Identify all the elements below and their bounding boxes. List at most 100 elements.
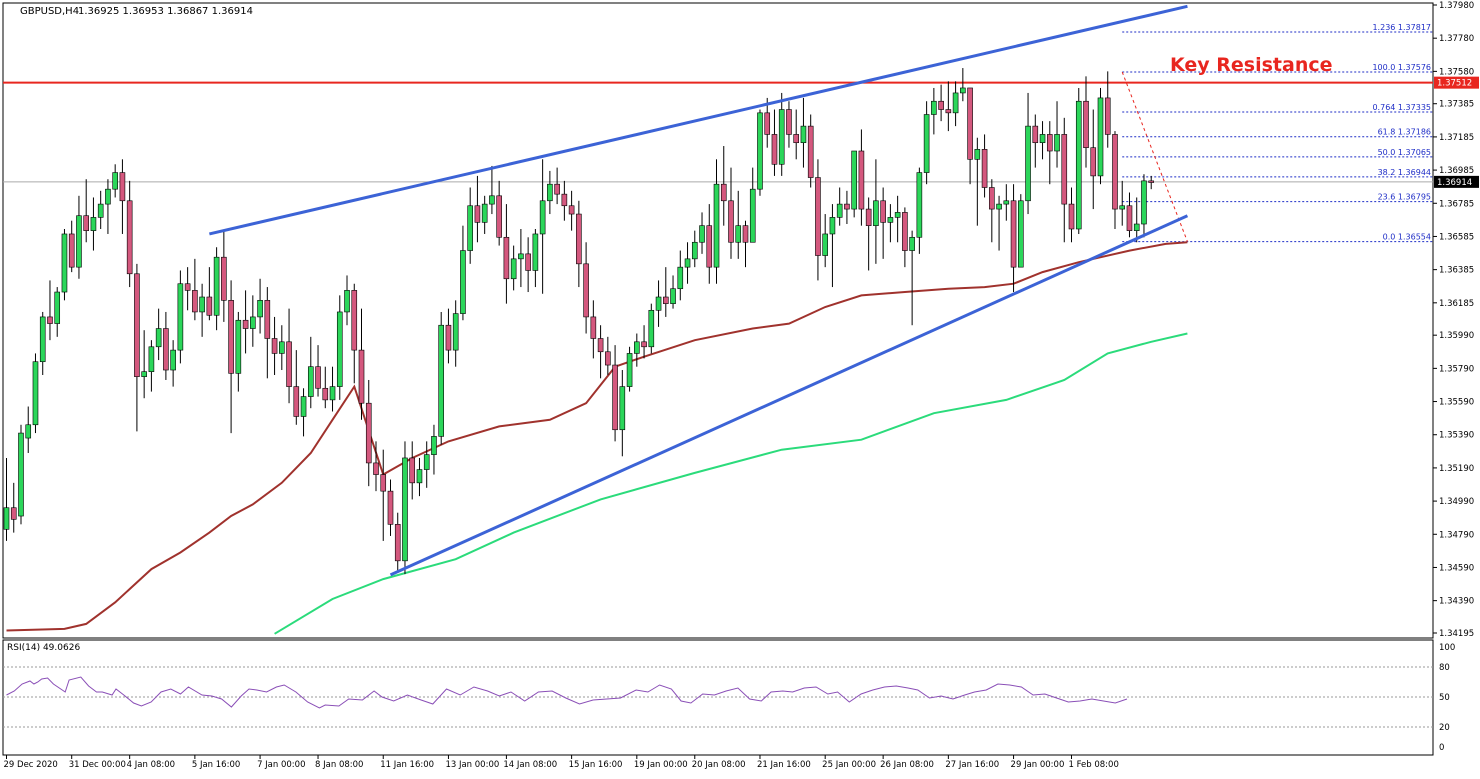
candle-body [76,215,82,268]
candle-body [97,203,104,218]
candle-body [39,316,46,363]
candle-body [315,366,321,389]
candle [902,207,908,268]
candle [996,195,1002,251]
candle-body [496,195,502,238]
key-resistance-price-label: 1.37512 [1437,79,1472,89]
candle-body [32,361,39,426]
candle [3,457,10,541]
candle [279,325,285,371]
candle-body [648,309,655,348]
candle [489,165,495,215]
candle-body [54,291,61,324]
candle [170,340,176,387]
time-tick-label: 5 Jan 16:00 [192,760,240,770]
candle [612,345,618,442]
candle [844,190,850,225]
candle-body [344,290,350,313]
rsi-tick-label: 100 [1439,643,1455,653]
candle [481,195,488,234]
candle [800,97,807,168]
candle [945,81,952,132]
candle-body [1104,97,1111,135]
candle [206,267,213,321]
candle [126,180,133,288]
candle [634,333,640,367]
candle-body [1061,134,1068,205]
candle-body [612,364,618,431]
candle [76,195,82,279]
candle-body [481,203,488,223]
price-pane: 1.236 1.37817 100.0 1.37576 0.764 1.37335 6… [2,2,1434,639]
rsi-tick-label: 80 [1439,663,1450,673]
candle [655,280,662,327]
candle [1025,92,1031,215]
candle [105,179,111,234]
candle [438,311,445,445]
candle-body [539,200,546,235]
candle-body [351,290,358,351]
candle-body [1141,180,1147,225]
candle-body [170,349,176,371]
candle [605,336,611,375]
price-tick-label: 1.34790 [1439,530,1474,540]
candle-body [1083,100,1089,148]
candle [561,180,568,221]
candle [1017,194,1024,268]
candle [409,441,416,500]
candle-body [387,490,394,525]
candle-body [554,183,560,195]
candle-body [815,177,821,256]
time-tick-label: 19 Jan 00:00 [634,760,688,770]
candle-body [909,236,915,251]
rsi-pane: RSI(14) 49.0626 [2,639,1434,756]
time-tick-label: 11 Jan 16:00 [380,760,434,770]
candle-body [242,319,249,329]
candle [163,311,169,380]
candle [1039,121,1046,160]
candle-body [365,402,372,464]
candle-body [865,208,872,226]
candle-body [213,256,220,316]
candle [619,370,626,457]
candle [764,97,771,148]
candle [416,457,423,497]
candle [257,278,263,334]
candle [1075,87,1082,234]
candle-body [199,296,205,313]
candle [394,512,401,571]
candle-body [706,225,713,268]
candle-body [90,217,97,231]
candle-body [264,300,271,339]
candle [329,366,336,412]
candle [293,350,300,425]
candle [677,250,684,301]
ohlc-readout: 1.36925 1.36953 1.36867 1.36914 [78,6,253,17]
candle [706,204,713,284]
candle [39,311,46,375]
candle-body [626,353,633,387]
price-tick-label: 1.35390 [1439,431,1474,441]
time-tick-label: 26 Jan 08:00 [880,760,934,770]
candle-body [1148,180,1155,183]
candle [1148,175,1155,190]
candle [112,164,118,198]
upper-channel-trendline [209,4,1188,236]
candle [1061,117,1068,243]
candle [793,109,800,160]
candle-body [894,212,901,218]
candle [344,275,350,326]
candle [851,150,857,218]
candle-body [583,263,589,318]
candle [1126,192,1133,238]
candle [1083,76,1089,168]
lower-support-trendline [389,214,1189,577]
candle-body [684,258,691,268]
candle-body [1068,203,1075,230]
price-tick-label: 1.37780 [1439,34,1474,44]
key-resistance-label: Key Resistance [1170,54,1333,76]
price-tick-label: 1.36185 [1439,299,1474,309]
candle [960,68,966,102]
candle-body [786,109,792,135]
candle [213,247,220,331]
